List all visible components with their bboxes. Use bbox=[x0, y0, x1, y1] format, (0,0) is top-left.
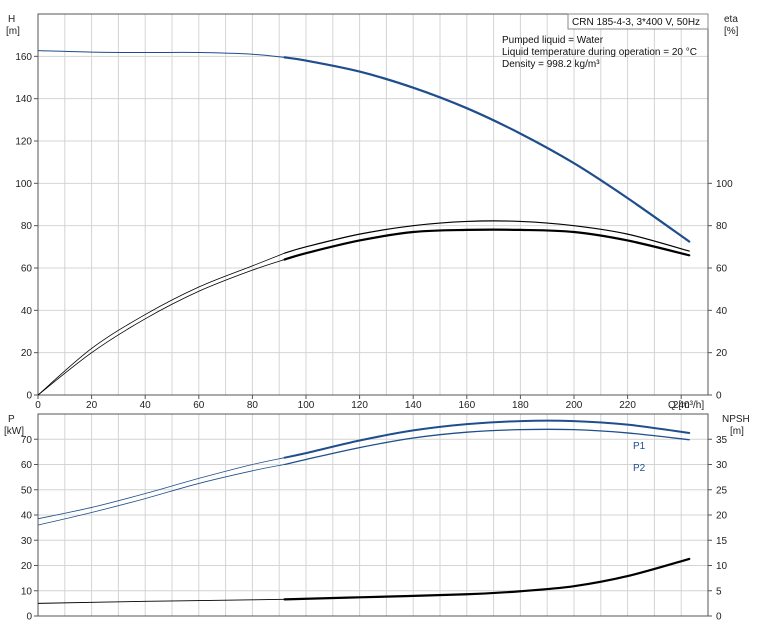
upper-left-tick-label: 40 bbox=[21, 306, 33, 317]
upper-left-axis-label-line2: [m] bbox=[6, 26, 20, 37]
x-tick-label: 200 bbox=[566, 400, 583, 411]
tick-labels: 0 20 40 60 80 100 120 140 160 180 200 220 2400204060… bbox=[15, 52, 733, 623]
lower-right-tick-label: 15 bbox=[716, 536, 728, 547]
info-liquid-temperature: Liquid temperature during operation = 20… bbox=[502, 47, 697, 58]
lower-left-tick-label: 50 bbox=[21, 485, 33, 496]
npsh-curve-thin bbox=[37, 598, 285, 604]
upper-left-tick-label: 60 bbox=[21, 264, 33, 275]
upper-left-tick-label: 140 bbox=[15, 94, 32, 105]
head-curve-thick bbox=[283, 56, 691, 243]
lower-left-axis-label-line2: [kW] bbox=[4, 426, 24, 437]
lower-left-tick-label: 70 bbox=[21, 435, 33, 446]
lower-right-tick-label: 5 bbox=[716, 586, 722, 597]
lower-right-tick-label: 0 bbox=[716, 612, 722, 623]
upper-left-tick-label: 100 bbox=[15, 179, 32, 190]
eta-curve-outer-thick bbox=[283, 220, 690, 254]
x-tick-label: 80 bbox=[247, 400, 259, 411]
title-box bbox=[567, 13, 709, 30]
lower-left-tick-label: 30 bbox=[21, 536, 33, 547]
p1-curve-thick bbox=[283, 419, 691, 459]
upper-right-axis-label-line1: eta bbox=[724, 14, 738, 25]
panel-frames bbox=[37, 13, 709, 617]
x-tick-label: 140 bbox=[405, 400, 422, 411]
lower-right-tick-label: 30 bbox=[716, 460, 728, 471]
x-axis-label: Q [m³/h] bbox=[668, 400, 704, 411]
lower-left-axis-label-line1: P bbox=[8, 414, 15, 425]
lower-right-tick-label: 35 bbox=[716, 435, 728, 446]
upper-left-tick-label: 0 bbox=[26, 391, 32, 402]
x-tick-label: 60 bbox=[193, 400, 205, 411]
upper-right-tick-label: 100 bbox=[716, 179, 733, 190]
lower-right-tick-label: 10 bbox=[716, 561, 728, 572]
head-curve-thin bbox=[37, 50, 285, 58]
upper-left-tick-label: 160 bbox=[15, 52, 32, 63]
x-tick-label: 220 bbox=[619, 400, 636, 411]
lower-right-tick-label: 25 bbox=[716, 485, 728, 496]
upper-left-tick-label: 20 bbox=[21, 348, 33, 359]
upper-left-tick-label: 80 bbox=[21, 221, 33, 232]
upper-right-tick-label: 20 bbox=[716, 348, 728, 359]
eta-curve-outer-thin bbox=[37, 252, 285, 396]
upper-left-axis-label-line1: H bbox=[8, 14, 15, 25]
x-tick-label: 100 bbox=[298, 400, 315, 411]
lower-right-axis-label-line2: [m] bbox=[730, 426, 744, 437]
p2-curve-thin bbox=[37, 464, 285, 526]
upper-right-tick-label: 0 bbox=[716, 391, 722, 402]
info-density: Density = 998.2 kg/m³ bbox=[502, 59, 600, 70]
lower-left-tick-label: 10 bbox=[21, 586, 33, 597]
lower-left-tick-label: 40 bbox=[21, 511, 33, 522]
x-tick-label: 20 bbox=[86, 400, 98, 411]
x-tick-label: 0 bbox=[35, 400, 41, 411]
upper-right-axis-label-line2: [%] bbox=[724, 26, 739, 37]
data-series bbox=[37, 50, 691, 604]
lower-right-tick-label: 20 bbox=[716, 511, 728, 522]
x-tick-label: 120 bbox=[351, 400, 368, 411]
eta-curve-inner-thin bbox=[37, 259, 285, 396]
lower-right-axis-label-line1: NPSH bbox=[722, 414, 750, 425]
eta-curve-inner-thick bbox=[283, 228, 691, 261]
series-label-p2: P2 bbox=[633, 463, 646, 474]
x-tick-label: 180 bbox=[512, 400, 529, 411]
lower-left-tick-label: 20 bbox=[21, 561, 33, 572]
chart-title: CRN 185-4-3, 3*400 V, 50Hz bbox=[572, 17, 700, 28]
lower-left-tick-label: 0 bbox=[26, 612, 32, 623]
info-pumped-liquid: Pumped liquid = Water bbox=[502, 35, 604, 46]
upper-right-tick-label: 80 bbox=[716, 221, 728, 232]
npsh-curve-thick bbox=[283, 557, 691, 601]
p2-curve-thick bbox=[283, 428, 690, 466]
x-tick-label: 40 bbox=[140, 400, 152, 411]
x-tick-label: 160 bbox=[458, 400, 475, 411]
x-tick-label: 240 bbox=[673, 400, 690, 411]
p1-curve-thin bbox=[37, 457, 285, 520]
upper-right-tick-label: 40 bbox=[716, 306, 728, 317]
upper-panel-frame bbox=[37, 13, 709, 396]
lower-left-tick-label: 60 bbox=[21, 460, 33, 471]
upper-right-tick-label: 60 bbox=[716, 264, 728, 275]
upper-left-tick-label: 120 bbox=[15, 137, 32, 148]
grid-lines bbox=[38, 14, 708, 616]
series-label-p1: P1 bbox=[633, 441, 646, 452]
